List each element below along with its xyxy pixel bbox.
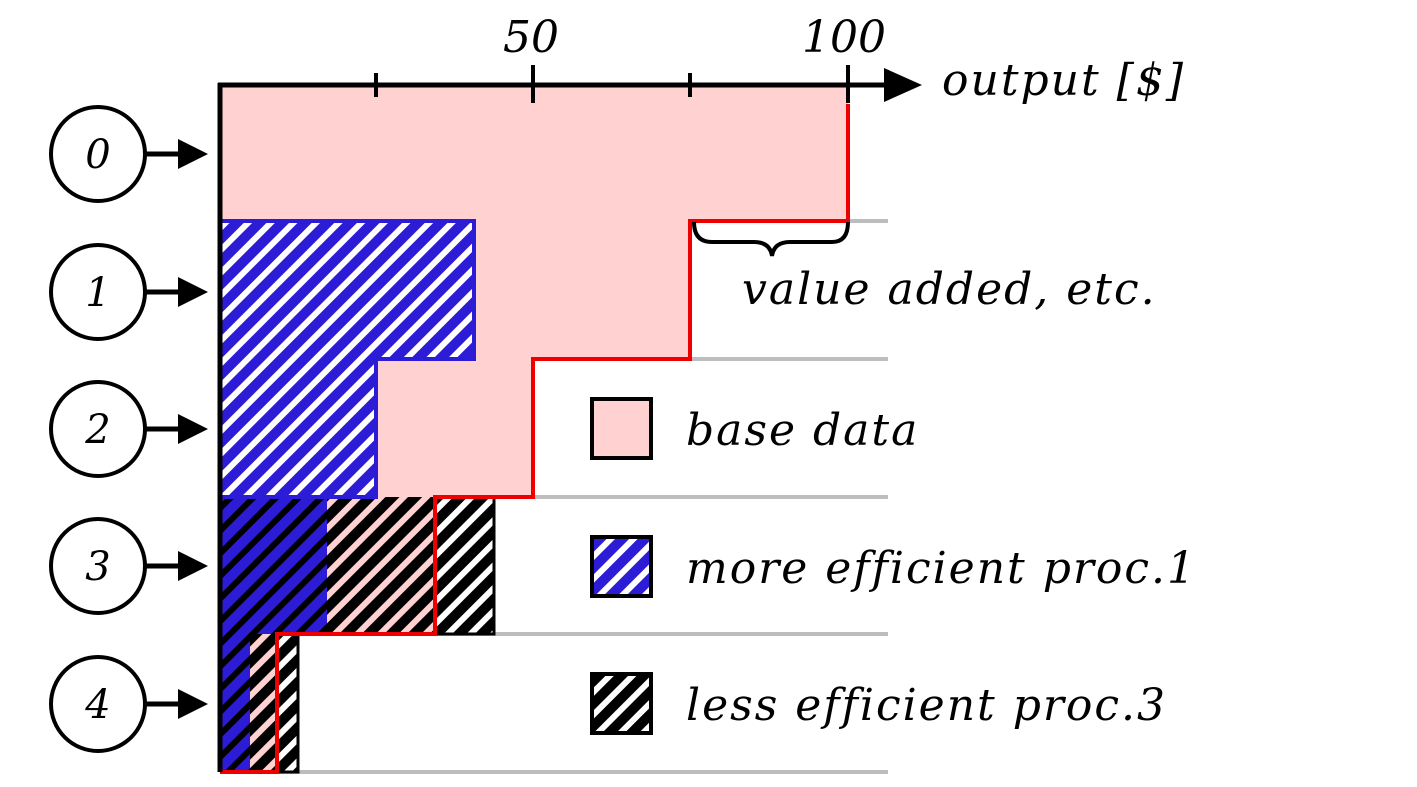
- stage-marker-circle: [49, 380, 147, 478]
- stage-0-base-bar: [220, 85, 848, 221]
- stage-marker-3: 3: [49, 517, 208, 615]
- stage-4-more-efficient-bar: [220, 634, 250, 772]
- x-tick-label-100: 100: [802, 12, 886, 63]
- axes: [217, 82, 888, 772]
- stage-label: 2: [84, 407, 110, 453]
- stage-label: 3: [85, 544, 110, 590]
- legend-item-more-efficient: more efficient proc.1: [590, 535, 1197, 598]
- stage-marker-2: 2: [49, 380, 208, 478]
- legend: base data more efficient proc.1 less eff…: [590, 397, 1197, 735]
- stage-arrowhead: [178, 551, 208, 581]
- stage-marker-0: 0: [49, 105, 208, 203]
- legend-label: more efficient proc.1: [686, 543, 1197, 594]
- stage-marker-1: 1: [49, 243, 208, 341]
- stage-marker-circle: [49, 655, 147, 753]
- legend-swatch-black-hatch: [590, 672, 653, 735]
- stage-markers: 0 1 2 3 4: [49, 105, 208, 753]
- x-tick-label-50: 50: [503, 12, 559, 63]
- x-axis-label: output [$]: [942, 55, 1185, 106]
- stage-marker-4: 4: [49, 655, 208, 753]
- value-added-annotation: value added, etc.: [742, 264, 1157, 315]
- x-axis-ticks: [374, 65, 850, 103]
- legend-label: less efficient proc.3: [686, 680, 1167, 731]
- legend-item-base-data: base data: [590, 397, 919, 460]
- stage-label: 0: [85, 132, 110, 178]
- stage-arrowhead: [178, 414, 208, 444]
- x-axis-arrowhead: [884, 68, 922, 102]
- stage-label: 4: [84, 682, 110, 728]
- legend-swatch-base: [590, 397, 653, 460]
- legend-label: base data: [686, 405, 919, 456]
- value-added-brace: [692, 221, 850, 257]
- stage-arrowhead: [178, 139, 208, 169]
- stage-arrowhead: [178, 277, 208, 307]
- stage-marker-circle: [49, 105, 147, 203]
- stage-3-more-efficient-bar: [220, 497, 327, 634]
- stage-label: 1: [85, 270, 110, 316]
- stage-arrowhead: [178, 689, 208, 719]
- base-data-outline: [220, 104, 850, 774]
- legend-swatch-blue-hatch: [590, 535, 653, 598]
- stage-marker-circle: [49, 243, 147, 341]
- legend-item-less-efficient: less efficient proc.3: [590, 672, 1167, 735]
- stage-marker-circle: [49, 517, 147, 615]
